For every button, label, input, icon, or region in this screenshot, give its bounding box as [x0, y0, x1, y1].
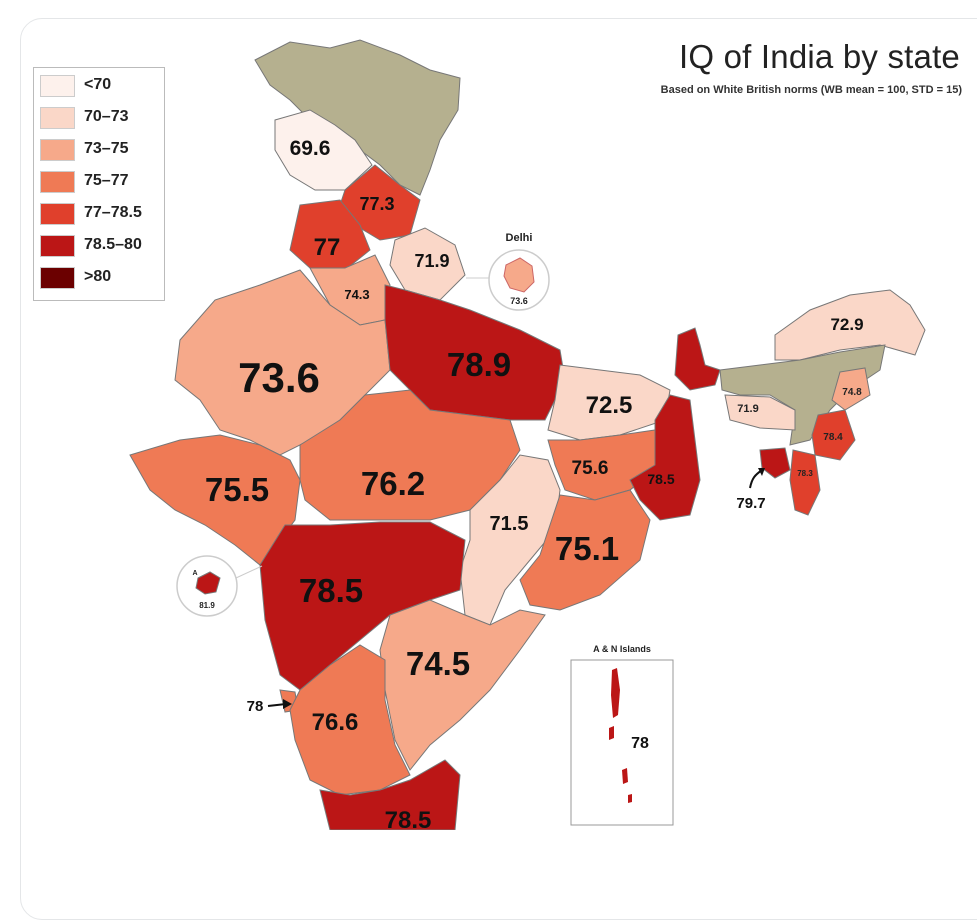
india-map: Delhi 73.6 A 81.9 A & N Islands 78 69.6 … — [129, 39, 926, 830]
label-punjab: 77 — [314, 234, 341, 261]
legend-swatch — [40, 171, 75, 193]
dnh-inset-value: 81.9 — [199, 601, 215, 610]
legend-label: <70 — [84, 76, 112, 93]
label-wb: 78.5 — [647, 471, 674, 487]
region-bihar — [547, 364, 671, 441]
label-uttarakhand: 71.9 — [414, 251, 449, 271]
legend-swatch — [40, 139, 75, 161]
an-island-1 — [611, 668, 620, 718]
an-island-3 — [622, 768, 628, 784]
region-karnataka — [289, 644, 411, 796]
label-himachal: 77.3 — [359, 194, 394, 214]
label-south: 78.5 — [385, 807, 432, 830]
region-mizoram — [789, 449, 821, 516]
goa-arrowhead — [283, 699, 292, 709]
region-mp — [299, 389, 521, 521]
region-nagaland — [831, 367, 871, 411]
region-odisha — [519, 489, 651, 611]
map-title: IQ of India by state — [679, 38, 960, 75]
label-meghalaya: 71.9 — [737, 403, 758, 415]
map-subtitle: Based on White British norms (WB mean = … — [660, 84, 962, 96]
legend-label: 73–75 — [84, 140, 129, 157]
legend-label: 75–77 — [84, 172, 129, 189]
label-karnataka: 76.6 — [312, 709, 359, 736]
delhi-inset-value: 73.6 — [510, 296, 528, 306]
tripura-arrow — [749, 469, 763, 489]
label-tripura: 79.7 — [736, 495, 765, 512]
region-sikkim — [674, 327, 721, 391]
legend-label: 70–73 — [84, 108, 129, 125]
region-arunachal — [774, 289, 926, 361]
region-meghalaya — [724, 394, 796, 431]
dnh-inset-label: A — [192, 570, 197, 577]
label-chhattisgarh: 71.5 — [490, 513, 529, 535]
region-assam — [719, 344, 886, 446]
delhi-inset-shape — [503, 257, 535, 293]
region-uttarakhand — [389, 227, 466, 301]
dnh-inset-shape — [195, 571, 221, 595]
region-up — [384, 284, 566, 421]
legend-label: >80 — [84, 268, 112, 285]
region-tripura — [759, 447, 791, 479]
an-inset-box — [570, 659, 674, 826]
label-jharkhand: 75.6 — [572, 458, 609, 479]
label-haryana: 74.3 — [344, 287, 369, 302]
label-bihar: 72.5 — [586, 392, 633, 419]
label-manipur: 78.4 — [823, 432, 843, 443]
label-gujarat: 75.5 — [205, 471, 269, 508]
an-island-4 — [628, 794, 632, 803]
an-inset-label: A & N Islands — [593, 644, 651, 654]
label-nagaland: 74.8 — [842, 387, 862, 398]
label-goa: 78 — [247, 698, 264, 715]
label-mp: 76.2 — [361, 465, 425, 502]
label-andhra: 74.5 — [406, 645, 470, 682]
an-island-2 — [609, 726, 614, 740]
region-south — [319, 759, 461, 830]
legend-label: 78.5–80 — [84, 236, 142, 253]
legend: <70 70–73 73–75 75–77 77–78.5 78.5–80 >8… — [33, 67, 165, 301]
label-odisha: 75.1 — [555, 530, 619, 567]
label-arunachal: 72.9 — [830, 315, 863, 334]
legend-swatch — [40, 235, 75, 257]
region-manipur — [811, 409, 856, 461]
label-mizoram: 78.3 — [797, 469, 813, 478]
region-jk — [274, 109, 373, 191]
delhi-inset-label: Delhi — [506, 232, 533, 244]
legend-swatch — [40, 203, 75, 225]
legend-swatch — [40, 267, 75, 289]
label-jk: 69.6 — [290, 137, 331, 160]
label-up: 78.9 — [447, 346, 511, 383]
label-maharashtra: 78.5 — [299, 572, 363, 609]
legend-label: 77–78.5 — [84, 204, 142, 221]
legend-swatch — [40, 75, 75, 97]
tripura-arrowhead — [758, 468, 765, 476]
region-wb — [629, 394, 701, 521]
dnh-connector — [235, 565, 263, 579]
region-andhra — [379, 599, 546, 771]
an-inset-value: 78 — [631, 735, 649, 752]
region-punjab — [289, 199, 371, 271]
legend-swatch — [40, 107, 75, 129]
label-rajasthan: 73.6 — [238, 354, 320, 401]
